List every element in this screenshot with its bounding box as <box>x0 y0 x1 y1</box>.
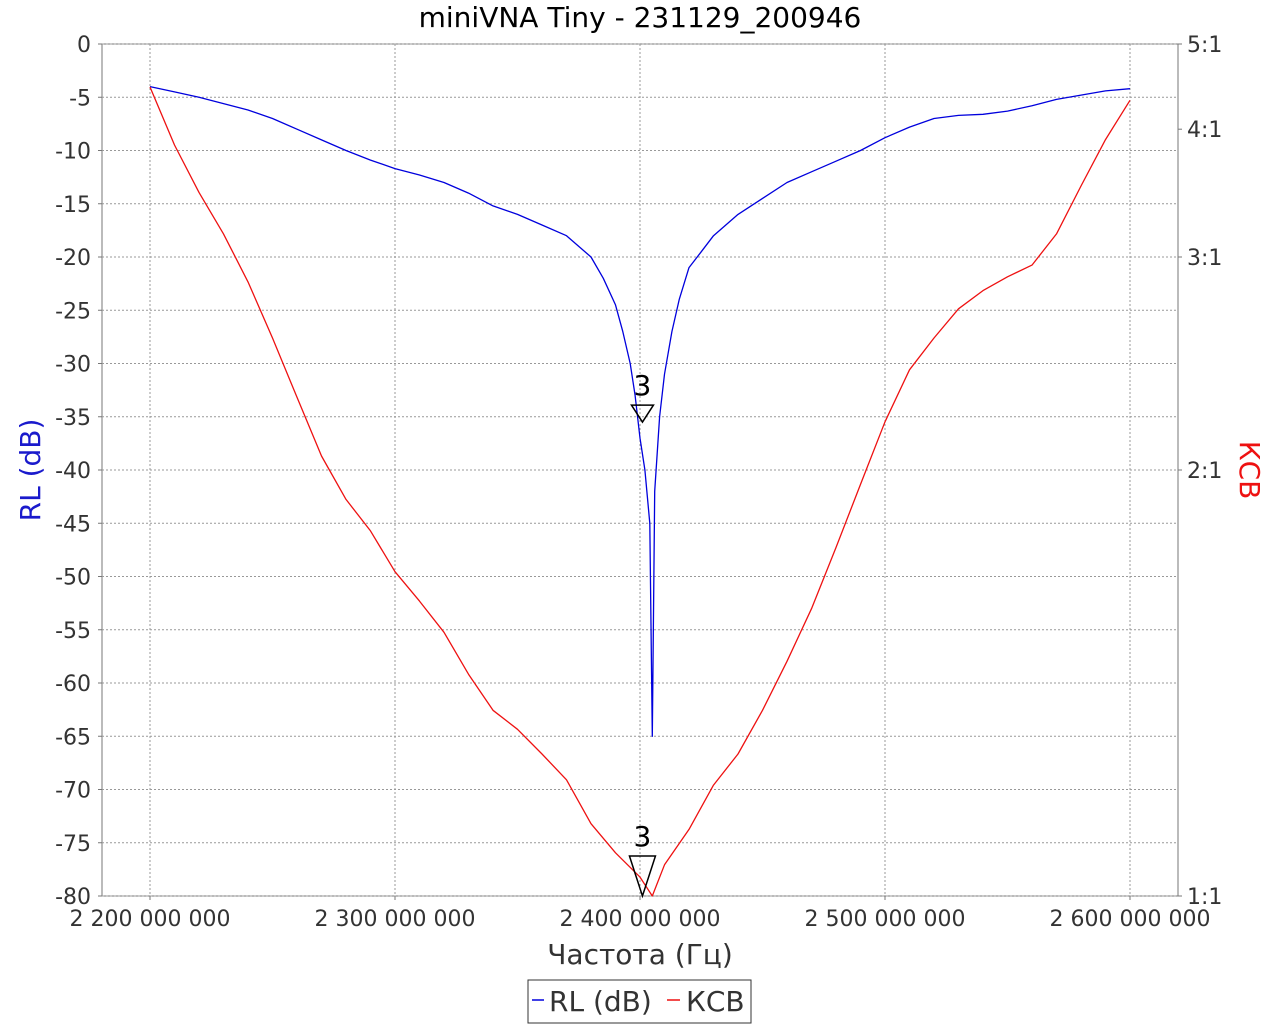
left-tick-label: -80 <box>55 885 91 910</box>
markers-layer: 33 <box>628 369 657 899</box>
rl-series-line <box>149 85 1131 737</box>
x-tick-label: 2 500 000 000 <box>805 907 966 932</box>
right-tick-label: 1:1 <box>1187 885 1222 910</box>
right-tick-label: 2:1 <box>1187 459 1222 484</box>
legend-label-rl: RL (dB) <box>549 985 652 1018</box>
left-tick-label: -5 <box>69 86 91 111</box>
legend-label-swr: КСВ <box>686 985 745 1018</box>
grid-lines <box>102 43 1178 897</box>
x-tick-label: 2 300 000 000 <box>315 907 476 932</box>
right-tick-label: 5:1 <box>1187 33 1222 58</box>
marker-triangle <box>628 855 657 899</box>
x-axis-ticks: 2 200 000 000 2 300 000 000 2 400 000 000 2… <box>70 896 1211 932</box>
marker-triangle <box>630 404 655 424</box>
left-tick-label: -75 <box>55 832 91 857</box>
left-tick-label: -55 <box>55 619 91 644</box>
x-tick-label: 2 600 000 000 <box>1050 907 1211 932</box>
marker-label: 3 <box>634 820 652 853</box>
left-tick-label: -50 <box>55 566 91 591</box>
left-axis-label: RL (dB) <box>14 419 47 522</box>
left-tick-label: -35 <box>55 406 91 431</box>
left-tick-label: -15 <box>55 193 91 218</box>
legend: RL (dB) КСВ <box>527 979 752 1024</box>
legend-box <box>527 979 752 1024</box>
chart-title: miniVNA Tiny - 231129_200946 <box>419 1 862 34</box>
x-tick-label: 2 400 000 000 <box>560 907 721 932</box>
right-tick-label: 3:1 <box>1187 246 1222 271</box>
left-tick-label: -30 <box>55 353 91 378</box>
x-tick-label: 2 200 000 000 <box>70 907 231 932</box>
left-tick-label: 0 <box>77 33 91 58</box>
marker-label: 3 <box>634 369 652 402</box>
left-tick-label: -10 <box>55 140 91 165</box>
left-tick-label: -20 <box>55 246 91 271</box>
left-tick-label: -60 <box>55 672 91 697</box>
left-axis-ticks: 0 -5 -10 -15 -20 -25 -30 -35 -40 -45 -50 -55 -60 -65 -… <box>55 33 102 910</box>
left-tick-label: -25 <box>55 299 91 324</box>
right-tick-label: 4:1 <box>1187 118 1222 143</box>
right-axis-ticks: 5:1 4:1 3:1 2:1 1:1 <box>1178 33 1222 910</box>
right-axis-label: КСВ <box>1233 441 1266 500</box>
left-tick-label: -65 <box>55 725 91 750</box>
left-tick-label: -45 <box>55 512 91 537</box>
left-tick-label: -40 <box>55 459 91 484</box>
left-tick-label: -70 <box>55 779 91 804</box>
x-axis-label: Частота (Гц) <box>547 938 733 971</box>
